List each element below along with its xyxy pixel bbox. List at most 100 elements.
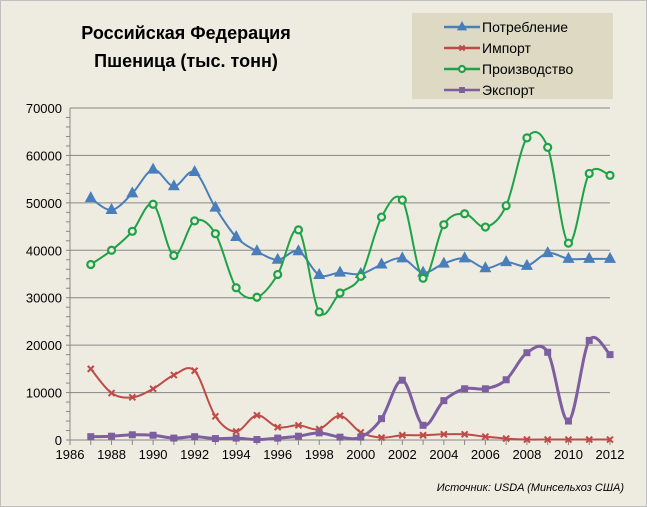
circle-marker — [169, 250, 179, 261]
series-1 — [84, 162, 616, 279]
legend: Потребление Импорт Производство Экспорт — [412, 13, 613, 99]
triangle-marker — [604, 251, 616, 263]
y-tick-label: 40000 — [26, 243, 62, 258]
x-marker — [107, 389, 116, 397]
x-tick-label: 1992 — [180, 447, 209, 462]
circle-marker — [210, 229, 220, 239]
circle-marker — [293, 225, 304, 235]
circle-marker — [190, 216, 200, 226]
circle-marker — [273, 269, 283, 280]
legend-label: Экспорт — [482, 82, 535, 98]
legend-item: Импорт — [412, 38, 531, 58]
triangle-marker — [458, 251, 471, 263]
square-marker — [232, 434, 240, 442]
circle-marker — [480, 222, 490, 232]
x-marker — [149, 385, 157, 393]
triangle-marker — [167, 179, 180, 191]
square-marker — [170, 434, 178, 442]
circle-marker — [127, 226, 137, 236]
chart-title-line-2: Пшеница (тыс. тонн) — [94, 51, 278, 71]
x-tick-label: 1998 — [305, 447, 334, 462]
triangle-marker — [541, 246, 554, 258]
circle-marker — [397, 195, 407, 205]
x-marker — [190, 367, 199, 375]
circle-marker — [356, 271, 366, 281]
legend-swatch — [444, 64, 480, 74]
triangle-marker — [230, 230, 243, 242]
square-marker — [191, 433, 199, 441]
x-tick-label: 2006 — [471, 447, 500, 462]
circle-marker — [335, 288, 345, 298]
circle-marker — [148, 199, 158, 209]
x-marker — [232, 427, 240, 436]
square-marker — [128, 431, 136, 439]
x-marker — [564, 435, 573, 444]
x-tick-label: 1996 — [263, 447, 292, 462]
circle-marker — [543, 142, 553, 152]
square-marker — [294, 432, 302, 440]
x-marker — [294, 421, 303, 430]
square-marker — [585, 336, 593, 344]
x-tick-label: 2012 — [596, 447, 625, 462]
x-tick-label: 2010 — [554, 447, 583, 462]
series-3 — [86, 130, 615, 317]
x-marker — [606, 435, 614, 444]
legend-item: Потребление — [412, 17, 568, 37]
x-marker — [440, 430, 448, 439]
circle-marker — [418, 273, 428, 283]
square-marker — [606, 351, 614, 359]
circle-marker — [584, 168, 594, 179]
triangle-marker — [562, 251, 575, 263]
triangle-marker — [313, 267, 326, 279]
circle-marker — [231, 283, 241, 293]
y-tick-label: 20000 — [26, 338, 62, 353]
x-marker — [460, 430, 469, 439]
square-marker — [149, 431, 157, 439]
triangle-marker — [105, 202, 118, 214]
square-marker — [461, 385, 469, 393]
legend-label: Потребление — [482, 19, 569, 35]
y-tick-label: 60000 — [26, 148, 62, 163]
circle-marker — [252, 292, 262, 302]
x-marker — [128, 393, 137, 402]
legend-swatch — [444, 87, 480, 93]
x-tick-label: 1990 — [139, 447, 168, 462]
circle-marker — [501, 201, 511, 211]
circle-marker — [460, 209, 470, 219]
x-marker — [377, 433, 386, 442]
circle-marker — [439, 220, 449, 230]
x-marker — [585, 435, 593, 444]
square-marker — [274, 434, 282, 442]
triangle-marker — [500, 255, 513, 267]
x-marker — [523, 435, 531, 444]
series-line — [90, 130, 611, 316]
x-marker — [170, 371, 178, 379]
y-tick-label: 30000 — [26, 291, 62, 306]
circle-marker — [86, 259, 96, 270]
x-marker — [211, 412, 220, 420]
x-marker — [87, 365, 95, 373]
square-marker — [357, 433, 365, 441]
legend-label: Производство — [482, 61, 574, 77]
y-tick-label: 10000 — [26, 386, 62, 401]
triangle-marker — [126, 186, 139, 198]
circle-marker — [563, 238, 574, 248]
triangle-marker — [520, 258, 533, 270]
y-tick-label: 50000 — [26, 196, 62, 211]
square-marker — [544, 348, 552, 356]
x-tick-label: 2000 — [346, 447, 375, 462]
circle-marker — [376, 212, 387, 222]
x-marker — [398, 431, 407, 439]
square-marker — [211, 435, 219, 443]
x-marker — [458, 44, 466, 52]
x-tick-label: 1994 — [222, 447, 251, 462]
source-note: Источник: USDA (Минсельхоз США) — [436, 482, 624, 494]
triangle-marker — [479, 261, 492, 273]
square-marker — [398, 376, 406, 384]
square-marker — [253, 436, 261, 444]
square-marker — [523, 349, 531, 357]
square-marker — [336, 433, 344, 441]
x-tick-label: 1988 — [97, 447, 126, 462]
circle-marker — [605, 170, 615, 180]
